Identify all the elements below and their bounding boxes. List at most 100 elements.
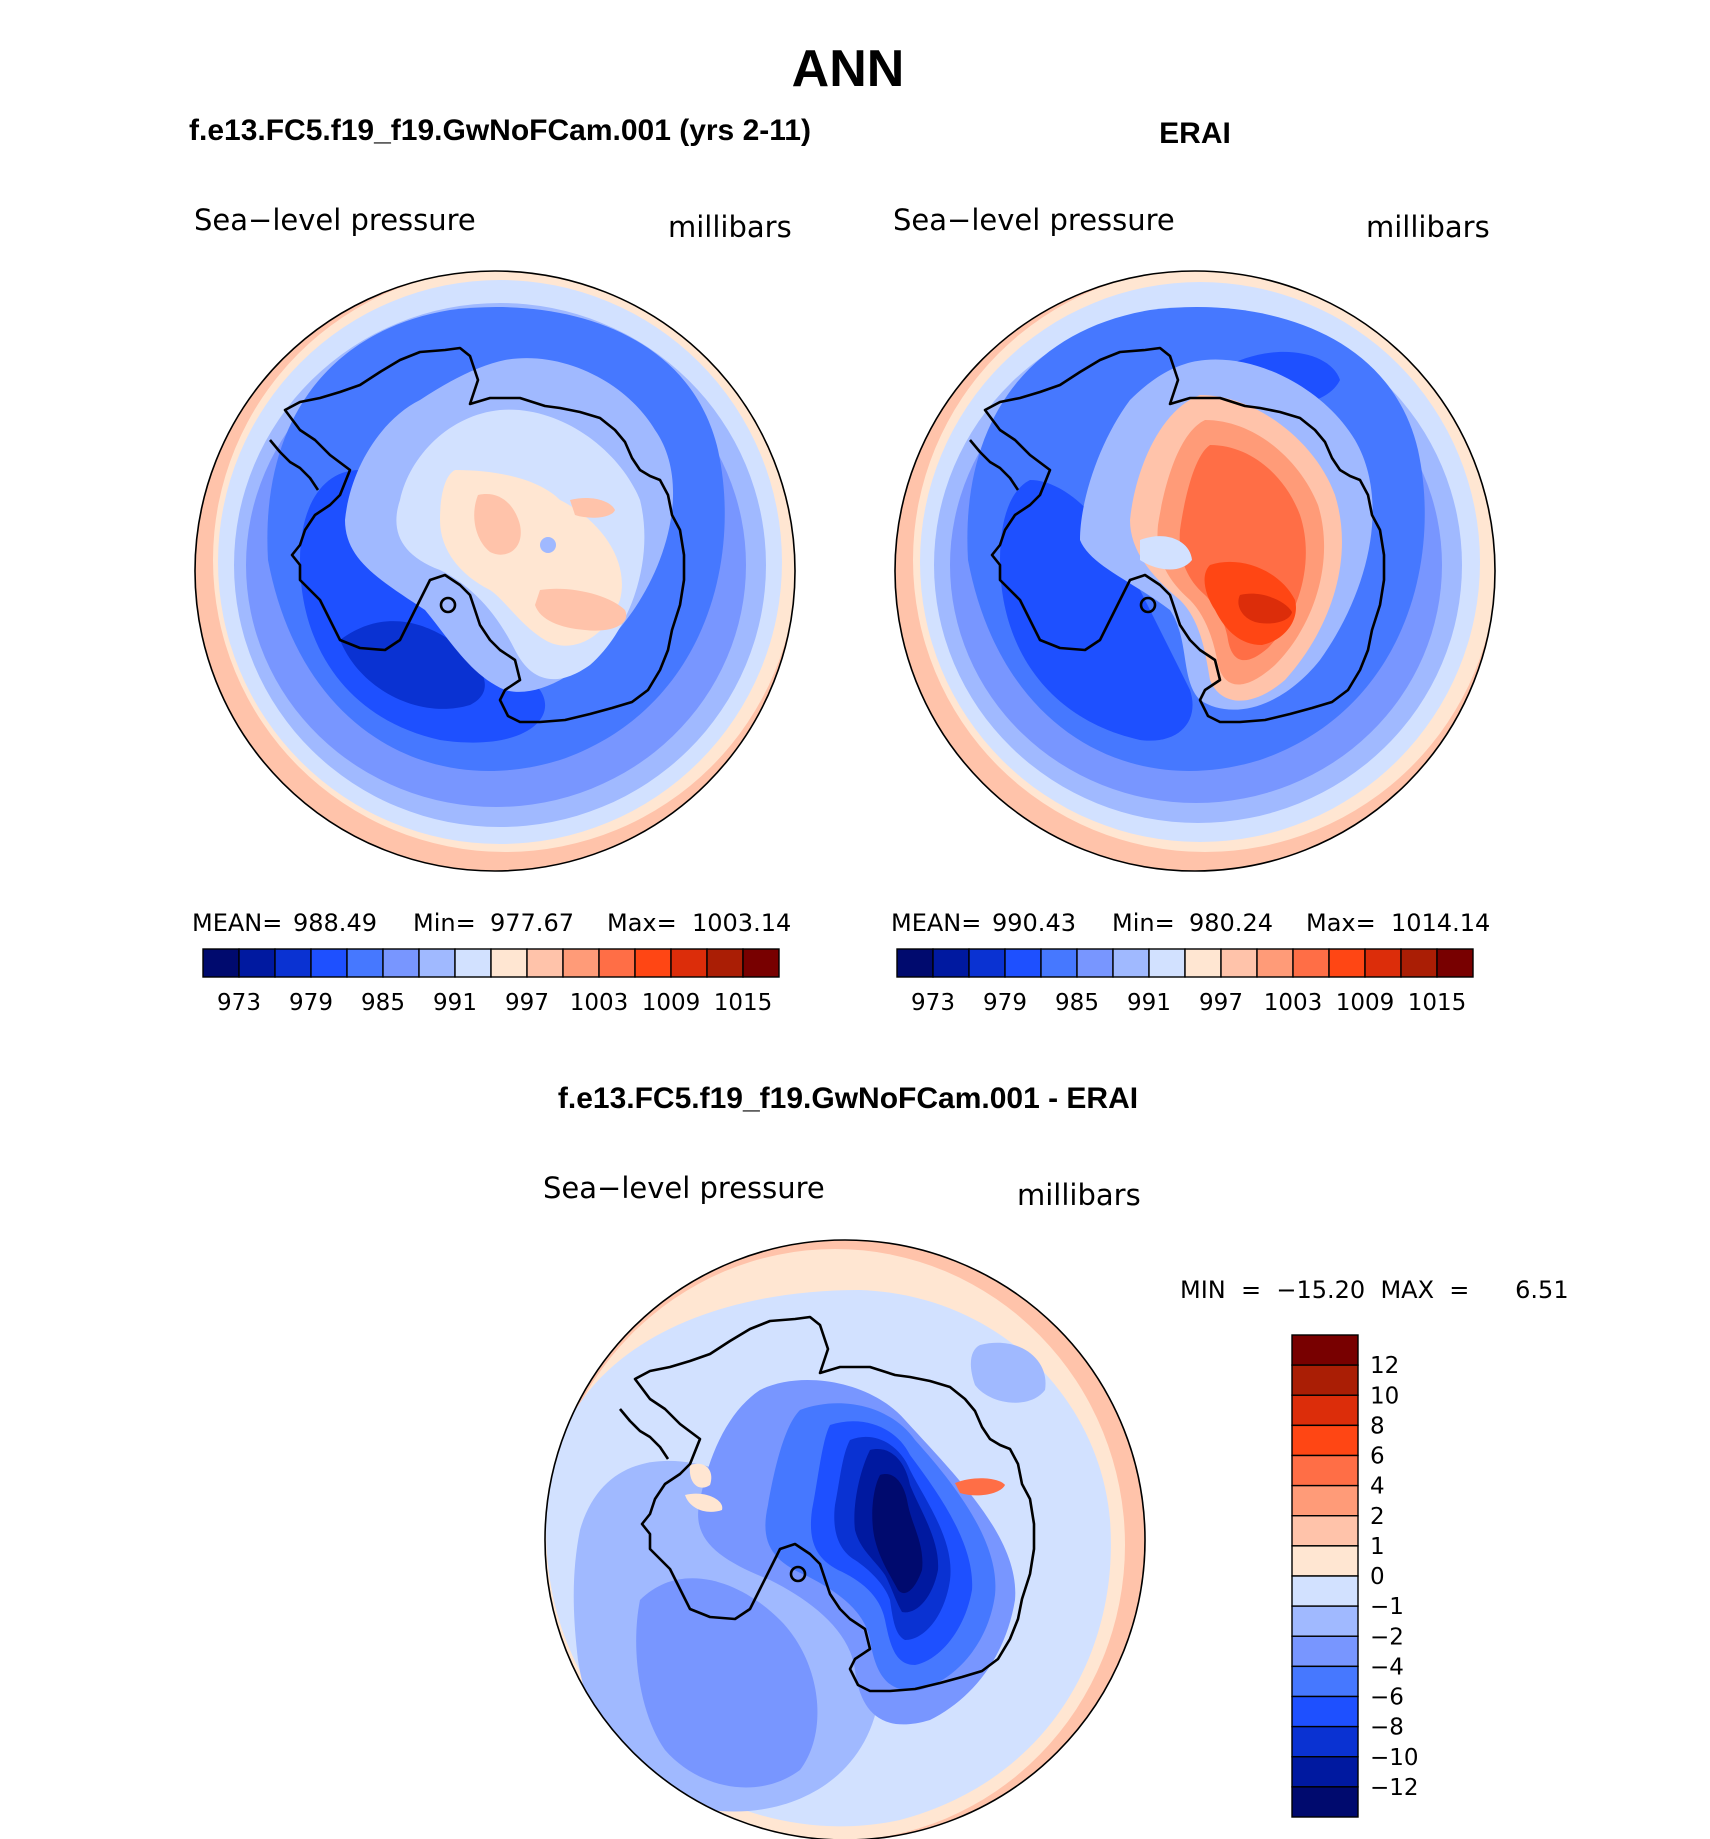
- diff-colorbar-swatch: [1291, 1605, 1359, 1637]
- obs-colorbar-swatch: [1112, 948, 1150, 978]
- model-colorbar-swatch: [274, 948, 312, 978]
- obs-max-value: 1014.14: [1391, 909, 1490, 937]
- diff-colorbar-swatch: [1291, 1515, 1359, 1547]
- obs-colorbar-tick-label: 991: [1127, 990, 1171, 1016]
- obs-min-label: Min=: [1112, 909, 1175, 937]
- obs-colorbar-swatch: [1184, 948, 1222, 978]
- diff-colorbar-tick-label: −8: [1370, 1715, 1404, 1741]
- model-colorbar-tick-label: 1015: [714, 990, 773, 1016]
- diff-colorbar-swatch: [1291, 1786, 1359, 1818]
- diff-colorbar-swatch: [1291, 1394, 1359, 1427]
- diff-colorbar-tick-label: −1: [1370, 1594, 1404, 1620]
- diff-panel-title: f.e13.FC5.f19_f19.GwNoFCam.001 - ERAI: [558, 1082, 1138, 1115]
- model-min-value: 977.67: [490, 909, 574, 937]
- obs-stats: MEAN= 990.43 Min= 980.24 Max= 1014.14: [891, 909, 1490, 937]
- model-variable-label: Sea−level pressure: [194, 203, 476, 237]
- season-title: ANN: [792, 40, 905, 98]
- model-colorbar-tick-label: 1009: [642, 990, 701, 1016]
- model-mean-value: 988.49: [293, 909, 377, 937]
- obs-colorbar: 973 979 985 991 997 1003 1009 1015: [896, 948, 1474, 1016]
- model-panel-title: f.e13.FC5.f19_f19.GwNoFCam.001 (yrs 2-11…: [189, 114, 811, 147]
- obs-colorbar-tick-label: 979: [983, 990, 1027, 1016]
- diff-colorbar-tick-label: 12: [1370, 1353, 1399, 1379]
- diff-colorbar-tick-label: 10: [1370, 1383, 1399, 1409]
- diff-colorbar-swatch: [1291, 1756, 1359, 1788]
- diff-colorbar-tick-label: −6: [1370, 1685, 1404, 1711]
- model-colorbar-swatch: [310, 948, 348, 978]
- model-colorbar-swatch: [634, 948, 672, 978]
- model-colorbar-swatch: [742, 948, 780, 978]
- model-colorbar-swatch: [670, 948, 708, 978]
- diff-colorbar-swatch: [1291, 1364, 1359, 1396]
- obs-colorbar-swatch: [1220, 948, 1258, 978]
- diff-colorbar-swatch: [1291, 1575, 1359, 1607]
- obs-colorbar-swatch: [1400, 948, 1438, 978]
- obs-colorbar-swatch: [1040, 948, 1078, 978]
- obs-colorbar-swatch: [932, 948, 970, 978]
- obs-colorbar-swatch: [1436, 948, 1474, 978]
- obs-colorbar-tick-label: 1003: [1264, 990, 1323, 1016]
- model-colorbar-swatch: [598, 948, 636, 978]
- model-colorbar-tick-label: 973: [217, 990, 261, 1016]
- model-colorbar-swatch: [562, 948, 600, 978]
- diff-colorbar-tick-label: 1: [1370, 1534, 1385, 1560]
- diff-colorbar-tick-label: 2: [1370, 1504, 1385, 1530]
- model-colorbar: 973 979 985 991 997 1003 1009 1015: [202, 948, 780, 1016]
- diff-colorbar-swatch: [1291, 1545, 1359, 1577]
- diff-colorbar-tick-label: −4: [1370, 1654, 1404, 1680]
- diff-colorbar-tick-label: 0: [1370, 1564, 1385, 1590]
- model-colorbar-swatch: [490, 948, 528, 978]
- model-colorbar-swatch: [418, 948, 456, 978]
- obs-panel-title: ERAI: [1159, 117, 1231, 150]
- obs-min-value: 980.24: [1189, 909, 1273, 937]
- model-colorbar-swatch: [454, 948, 492, 978]
- obs-colorbar-tick-label: 973: [911, 990, 955, 1016]
- diff-colorbar-tick-label: −12: [1370, 1775, 1419, 1801]
- diff-colorbar-swatch: [1291, 1424, 1359, 1457]
- diff-minmax: MIN = −15.20 MAX = 6.51: [1180, 1276, 1569, 1304]
- diff-colorbar-swatch: [1291, 1635, 1359, 1668]
- obs-colorbar-swatch: [1328, 948, 1366, 978]
- model-colorbar-swatch: [202, 948, 240, 978]
- obs-mean-label: MEAN=: [891, 909, 981, 937]
- obs-colorbar-swatch: [968, 948, 1006, 978]
- model-colorbar-tick-label: 991: [433, 990, 477, 1016]
- model-stats: MEAN= 988.49 Min= 977.67 Max= 1003.14: [192, 909, 791, 937]
- obs-colorbar-swatch: [1004, 948, 1042, 978]
- obs-colorbar-swatch: [1256, 948, 1294, 978]
- obs-colorbar-tick-label: 1009: [1336, 990, 1395, 1016]
- diff-colorbar-swatch: [1291, 1484, 1359, 1517]
- obs-colorbar-tick-label: 985: [1055, 990, 1099, 1016]
- obs-mean-value: 990.43: [992, 909, 1076, 937]
- obs-colorbar-swatch: [1076, 948, 1114, 978]
- model-colorbar-tick-label: 985: [361, 990, 405, 1016]
- model-colorbar-swatch: [346, 948, 384, 978]
- diff-colorbar-swatch: [1291, 1695, 1359, 1728]
- diff-colorbar-tick-label: −10: [1370, 1745, 1419, 1771]
- model-colorbar-tick-label: 997: [505, 990, 549, 1016]
- model-colorbar-swatch: [238, 948, 276, 978]
- model-max-label: Max=: [607, 909, 677, 937]
- model-colorbar-swatch: [706, 948, 744, 978]
- obs-colorbar-tick-label: 997: [1199, 990, 1243, 1016]
- diff-colorbar-tick-label: −2: [1370, 1624, 1404, 1650]
- obs-colorbar-swatch: [1292, 948, 1330, 978]
- model-map: [194, 270, 796, 872]
- diff-units-label: millibars: [1017, 1178, 1141, 1212]
- diff-map: [544, 1239, 1146, 1839]
- obs-units-label: millibars: [1366, 210, 1490, 244]
- obs-colorbar-swatch: [1148, 948, 1186, 978]
- obs-colorbar-swatch: [1364, 948, 1402, 978]
- model-min-label: Min=: [413, 909, 476, 937]
- model-mean-label: MEAN=: [192, 909, 282, 937]
- diff-colorbar-tick-label: 4: [1370, 1474, 1385, 1500]
- diff-colorbar-swatch: [1291, 1454, 1359, 1487]
- diff-variable-label: Sea−level pressure: [543, 1171, 825, 1205]
- model-colorbar-tick-label: 979: [289, 990, 333, 1016]
- diff-colorbar-swatch: [1291, 1334, 1359, 1366]
- model-colorbar-tick-label: 1003: [570, 990, 629, 1016]
- obs-map: [894, 270, 1496, 872]
- obs-max-label: Max=: [1306, 909, 1376, 937]
